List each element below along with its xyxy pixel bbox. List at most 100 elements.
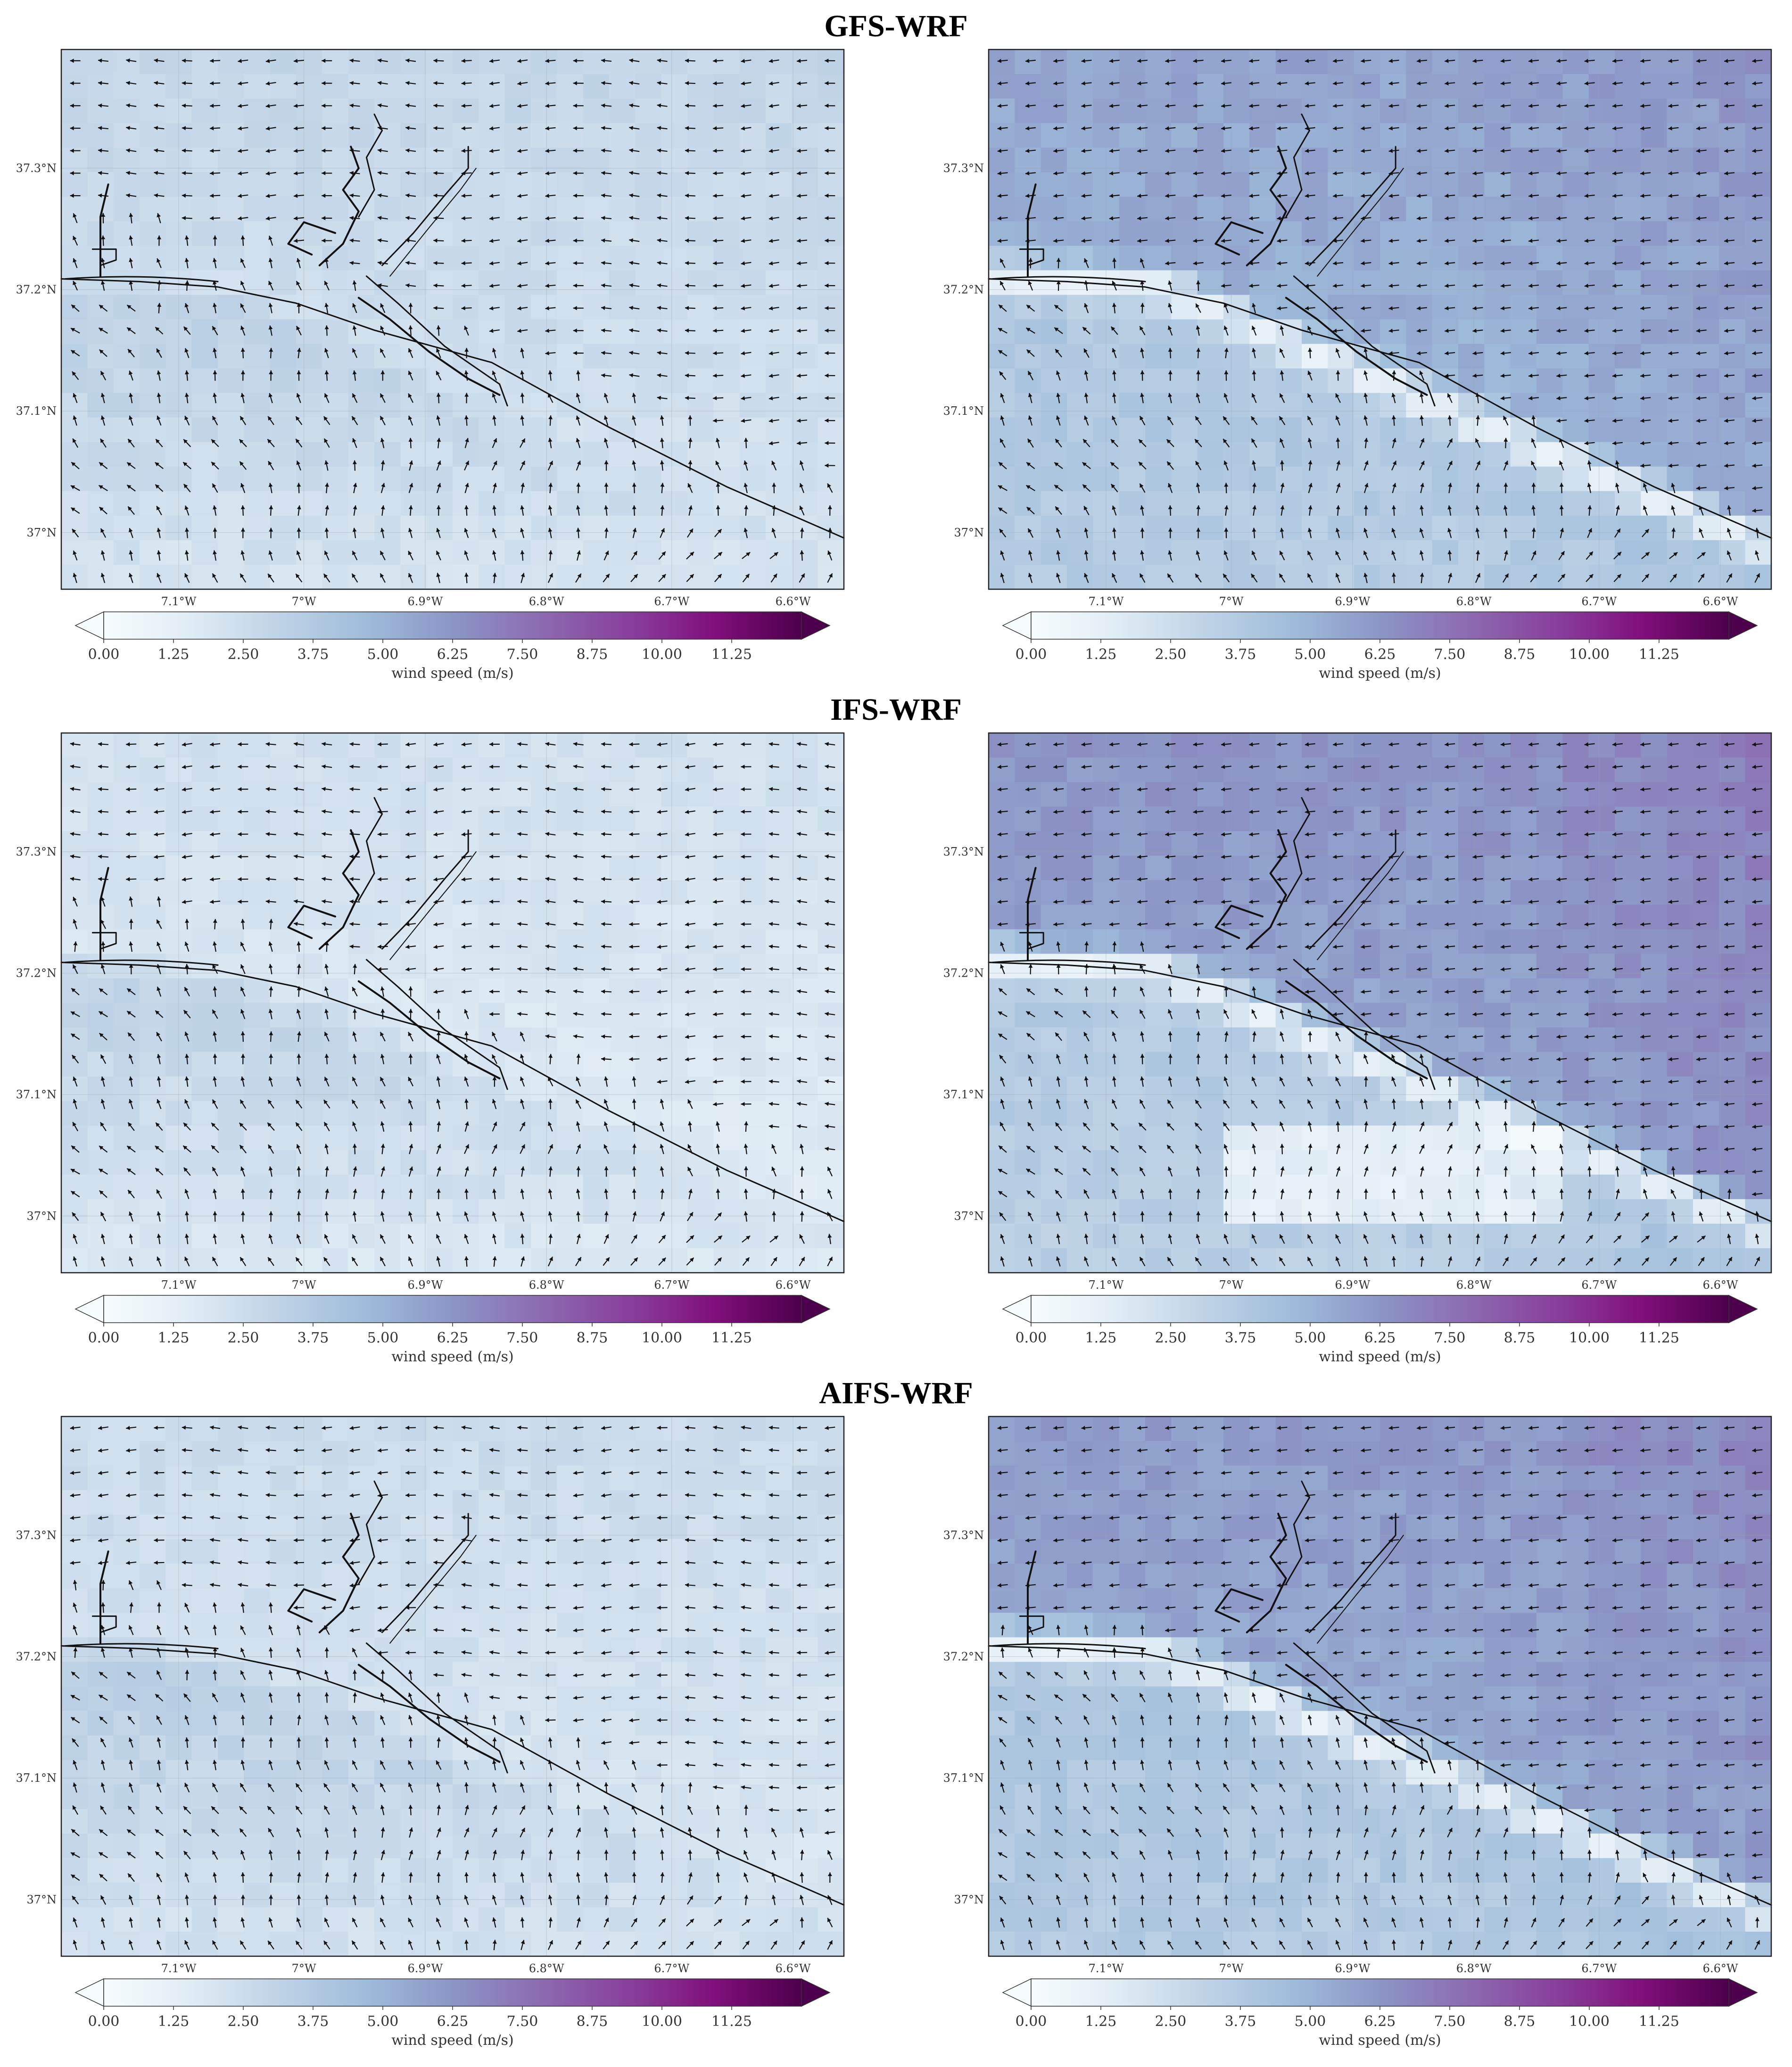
speed-cell [635,148,662,173]
wind-arrow [101,941,106,952]
wind-arrow [267,1099,274,1109]
wind-arrow [687,1211,694,1221]
wind-arrow [1500,373,1511,378]
wind-arrow [126,171,137,175]
speed-cell [400,1052,427,1077]
speed-cell [1119,758,1146,782]
speed-cell [1197,1223,1224,1249]
wind-arrow [1055,438,1062,448]
speed-cell [739,246,766,271]
wind-arrow [296,1076,301,1087]
wind-arrow [997,239,1008,243]
speed-cell [713,905,740,930]
wind-arrow [573,193,584,198]
speed-cell [270,807,297,832]
speed-cell [1067,246,1094,271]
speed-cell [1588,368,1615,394]
speed-cell [609,466,636,492]
speed-cell [140,1174,166,1200]
wind-arrow [461,945,472,949]
speed-cell [1041,319,1067,345]
speed-cell [1510,123,1537,148]
wind-arrow [1528,126,1539,131]
speed-cell [739,564,766,590]
speed-cell [113,246,140,271]
speed-cell [1223,49,1250,74]
wind-arrow [573,787,584,791]
speed-cell [453,782,479,807]
wind-arrow [601,989,612,994]
speed-cell [609,540,636,565]
speed-cell [504,1003,531,1028]
wind-arrow [797,396,808,401]
speed-cell [479,564,505,590]
speed-cell [531,1052,558,1077]
wind-arrow [770,1257,777,1266]
speed-cell [661,123,688,148]
wind-arrow [573,58,584,63]
wind-arrow [240,235,245,246]
wind-arrow [688,1121,693,1132]
speed-cell [1249,1101,1276,1126]
wind-arrow [322,809,332,814]
speed-cell [1562,978,1589,1004]
speed-cell [218,123,245,148]
speed-cell [1223,172,1250,198]
speed-cell [218,540,245,565]
speed-cell [113,74,140,99]
speed-cell [1302,148,1329,173]
wind-arrow [1724,441,1735,445]
speed-cell [1302,74,1329,99]
speed-cell [1562,270,1589,296]
wind-arrow [238,787,248,791]
speed-cell [1484,1199,1511,1224]
speed-cell [792,1199,818,1224]
speed-cell [635,491,662,516]
wind-arrow [128,1211,133,1222]
wind-arrow [604,1188,609,1200]
speed-cell [1693,807,1720,832]
wind-arrow [1196,986,1201,997]
wind-arrow [239,1145,247,1153]
speed-cell [296,880,323,906]
speed-cell [635,733,662,758]
wind-arrow [1000,1234,1005,1244]
wind-arrow [1081,899,1092,904]
colorbar-tick-label: 1.25 [158,1330,190,1346]
wind-arrow [1025,148,1036,153]
speed-cell [557,270,584,296]
speed-cell [583,123,610,148]
speed-cell [1536,1199,1563,1224]
speed-cell [792,221,818,247]
speed-cell [322,880,349,906]
wind-arrow [1335,551,1341,560]
wind-arrow [1084,258,1089,268]
speed-cell [453,1003,479,1028]
wind-arrow [1584,396,1595,401]
wind-arrow [1026,988,1035,996]
speed-cell [1249,197,1276,222]
speed-cell [766,782,793,807]
speed-cell [1223,1199,1250,1224]
speed-cell [687,393,714,418]
speed-cell [557,368,584,394]
speed-cell [1171,270,1198,296]
speed-cell [1354,807,1380,832]
speed-cell [1041,564,1067,590]
wind-arrow [71,1145,80,1153]
colorbar-tick-label: 5.00 [367,646,399,663]
wind-arrow [184,1031,190,1042]
speed-cell [1588,319,1615,345]
wind-arrow [741,81,751,86]
wind-arrow [1025,832,1036,837]
wind-arrow [210,765,221,769]
speed-cell [218,295,245,320]
speed-cell [583,1150,610,1175]
speed-cell [453,758,479,782]
speed-cell [140,1199,166,1224]
speed-cell [1171,246,1198,271]
wind-arrow [70,787,81,791]
wind-arrow [265,809,276,814]
wind-arrow [322,126,332,131]
speed-cell [989,123,1016,148]
